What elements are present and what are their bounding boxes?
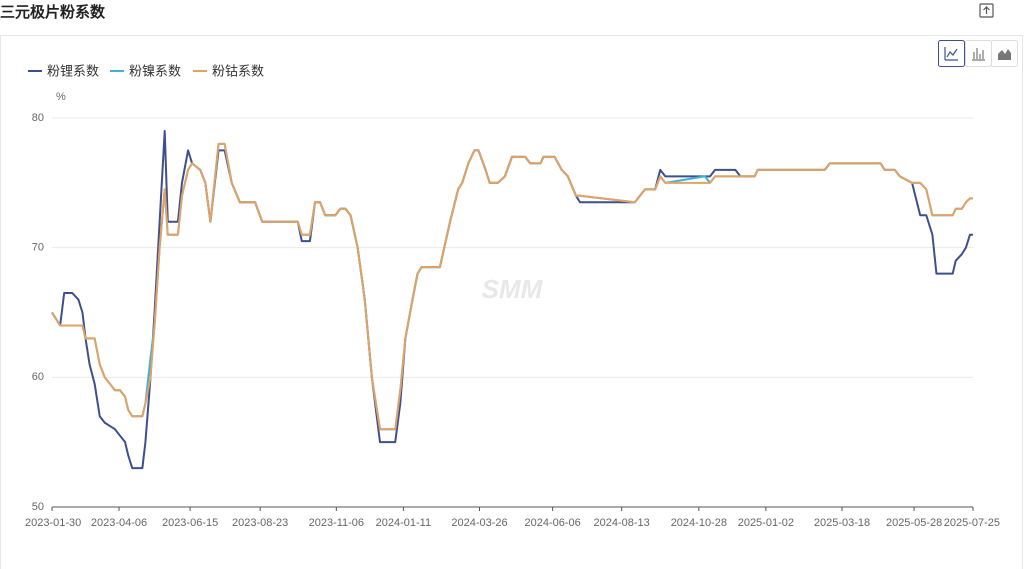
- chart-frame: [0, 35, 1023, 569]
- x-tick-label: 2023-01-30: [25, 517, 81, 529]
- x-tick-label: 2024-03-26: [451, 517, 507, 529]
- x-tick-label: 2024-06-06: [524, 517, 580, 529]
- line-chart-button[interactable]: [938, 40, 965, 67]
- legend-label[interactable]: 粉镍系数: [129, 63, 181, 78]
- y-tick-label: 80: [32, 112, 44, 124]
- legend-label[interactable]: 粉锂系数: [47, 63, 99, 78]
- x-tick-label: 2025-03-18: [814, 517, 870, 529]
- y-unit: %: [56, 91, 66, 103]
- x-tick-label: 2025-05-28: [886, 517, 942, 529]
- export-button[interactable]: [979, 3, 994, 18]
- x-tick-label: 2025-01-02: [738, 517, 794, 529]
- y-tick-label: 70: [32, 242, 44, 254]
- x-tick-label: 2023-04-06: [91, 517, 147, 529]
- x-tick-label: 2024-01-11: [376, 517, 431, 529]
- watermark: SMM: [482, 274, 544, 304]
- x-tick-label: 2024-10-28: [671, 517, 727, 529]
- x-tick-label: 2023-08-23: [232, 517, 288, 529]
- y-tick-label: 50: [32, 501, 44, 513]
- x-tick-label: 2024-08-13: [594, 517, 650, 529]
- x-tick-label: 2025-07-25: [944, 517, 1000, 529]
- series-line: [51, 142, 973, 431]
- legend-label[interactable]: 粉钴系数: [212, 63, 264, 78]
- x-tick-label: 2023-06-15: [162, 517, 218, 529]
- x-tick-label: 2023-11-06: [309, 517, 364, 529]
- page-title: 三元极片粉系数: [0, 3, 106, 21]
- area-chart-button[interactable]: [991, 40, 1018, 67]
- y-tick-label: 60: [32, 371, 44, 383]
- bar-chart-button[interactable]: [965, 40, 992, 67]
